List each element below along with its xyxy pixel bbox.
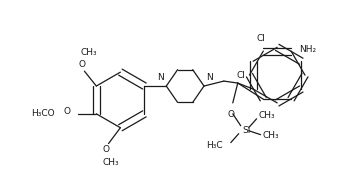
Text: H₃C: H₃C bbox=[206, 141, 223, 150]
Text: N: N bbox=[157, 73, 164, 82]
Text: NH₂: NH₂ bbox=[299, 45, 316, 54]
Text: Cl: Cl bbox=[237, 71, 246, 80]
Text: Si: Si bbox=[243, 126, 251, 135]
Text: CH₃: CH₃ bbox=[102, 158, 119, 167]
Text: O: O bbox=[79, 60, 86, 69]
Text: O: O bbox=[63, 107, 71, 116]
Text: CH₃: CH₃ bbox=[259, 111, 275, 120]
Text: Cl: Cl bbox=[257, 34, 266, 43]
Text: CH₃: CH₃ bbox=[80, 48, 97, 57]
Text: O: O bbox=[227, 110, 234, 119]
Text: O: O bbox=[103, 145, 110, 154]
Text: CH₃: CH₃ bbox=[262, 131, 279, 140]
Text: H₃CO: H₃CO bbox=[31, 109, 55, 118]
Text: N: N bbox=[206, 73, 213, 82]
